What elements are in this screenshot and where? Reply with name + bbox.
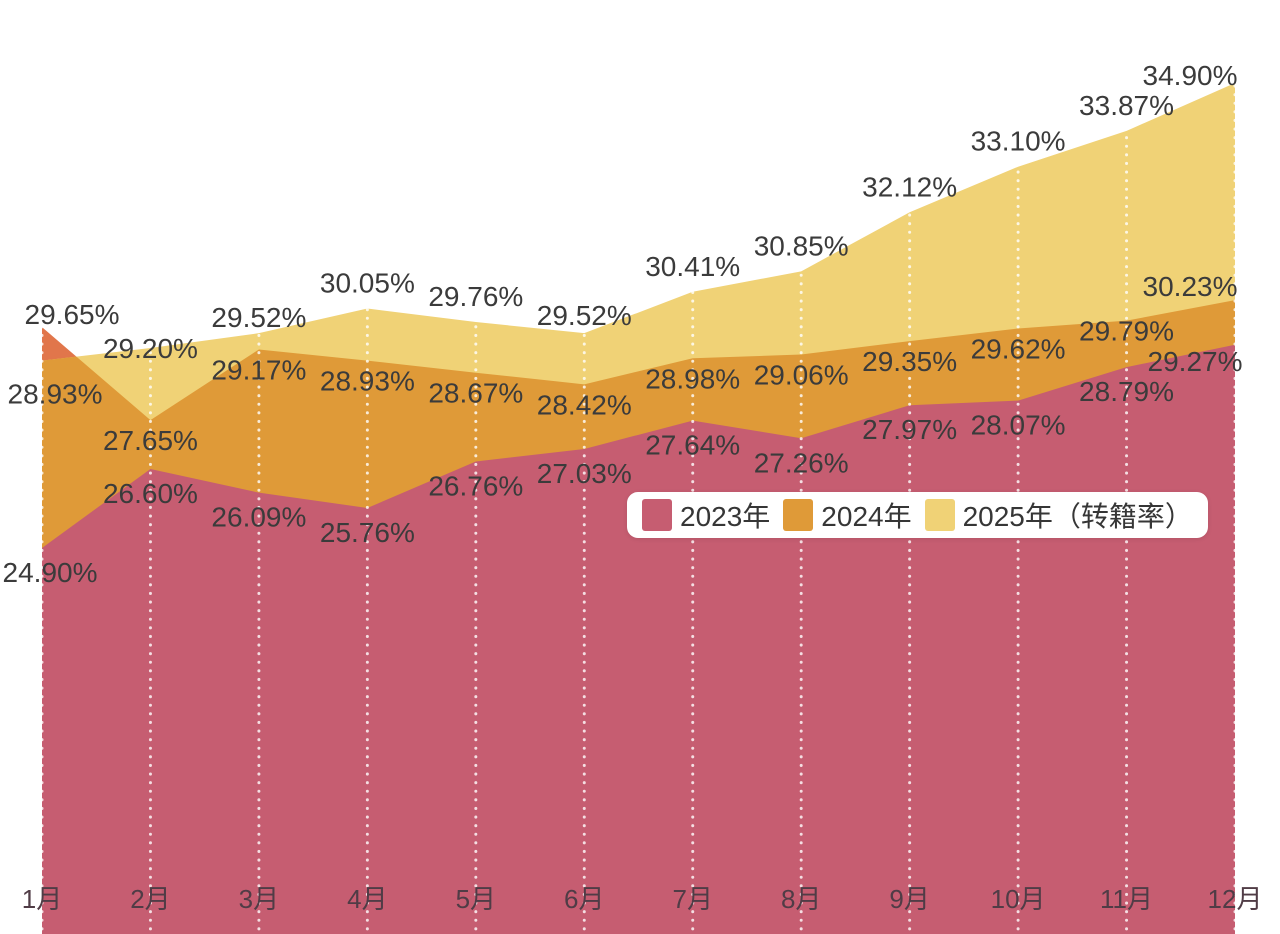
value-label-2024年-9月: 29.35%: [862, 346, 957, 377]
value-label-2023年-12月: 29.27%: [1148, 346, 1243, 377]
value-label-2023年-3月: 26.09%: [211, 502, 306, 533]
x-axis-label-5月: 5月: [456, 884, 496, 914]
value-label-2025年-1月: 28.93%: [8, 379, 103, 410]
x-axis-label-2月: 2月: [130, 884, 170, 914]
value-label-2025年-11月: 33.87%: [1079, 90, 1174, 121]
value-label-2025年-10月: 33.10%: [971, 126, 1066, 157]
value-label-2024年-10月: 29.62%: [971, 334, 1066, 365]
legend-label-2023: 2023年: [680, 501, 771, 532]
gridlines: [40, 0, 1237, 934]
value-label-2023年-10月: 28.07%: [971, 410, 1066, 441]
x-axis-label-6月: 6月: [564, 884, 604, 914]
value-label-2024年-6月: 28.42%: [537, 389, 632, 420]
value-label-2024年-12月: 30.23%: [1143, 271, 1238, 302]
value-label-2024年-8月: 29.06%: [754, 360, 849, 391]
value-label-2025年-4月: 30.05%: [320, 268, 415, 299]
value-label-2024年-1月: 29.65%: [25, 299, 120, 330]
x-axis-label-4月: 4月: [347, 884, 387, 914]
value-label-2025年-12月: 34.90%: [1143, 60, 1238, 91]
value-label-2025年-7月: 30.41%: [645, 251, 740, 282]
value-label-2023年-11月: 28.79%: [1079, 376, 1174, 407]
value-label-2025年-6月: 29.52%: [537, 300, 632, 331]
chart-legend: 2023年 2024年 2025年（转籍率）: [627, 492, 1208, 538]
value-label-2023年-9月: 27.97%: [862, 414, 957, 445]
x-axis-label-9月: 9月: [889, 884, 929, 914]
value-label-2024年-4月: 28.93%: [320, 366, 415, 397]
value-label-2025年-5月: 29.76%: [428, 281, 523, 312]
x-axis-label-1月: 1月: [22, 884, 62, 914]
x-axis-label-7月: 7月: [672, 884, 712, 914]
value-label-2023年-2月: 26.60%: [103, 478, 198, 509]
value-label-2023年-8月: 27.26%: [754, 447, 849, 478]
value-label-2024年-3月: 29.17%: [211, 354, 306, 385]
value-label-2023年-5月: 26.76%: [428, 471, 523, 502]
legend-label-2024: 2024年: [821, 501, 912, 532]
value-label-2023年-4月: 25.76%: [320, 517, 415, 548]
legend-item-2023[interactable]: 2023年: [642, 495, 770, 535]
value-label-2024年-5月: 28.67%: [428, 378, 523, 409]
value-label-2025年-3月: 29.52%: [211, 302, 306, 333]
value-label-2024年-7月: 28.98%: [645, 363, 740, 394]
value-label-2024年-11月: 29.79%: [1079, 316, 1174, 347]
value-label-2025年-8月: 30.85%: [754, 230, 849, 261]
legend-swatch-2024: [783, 499, 814, 531]
x-axis-label-10月: 10月: [991, 884, 1046, 914]
legend-item-2024[interactable]: 2024年: [783, 495, 912, 535]
x-axis-label-3月: 3月: [239, 884, 279, 914]
value-labels: 24.90% 26.60% 26.09% 25.76% 26.76% 27.03% 27.6…: [3, 60, 1243, 588]
legend-label-2025: 2025年（转籍率）: [962, 501, 1193, 532]
legend-swatch-2025: [924, 499, 955, 531]
value-label-2023年-7月: 27.64%: [645, 430, 740, 461]
legend-swatch-2023: [642, 499, 672, 531]
legend-item-2025[interactable]: 2025年（转籍率）: [924, 495, 1193, 535]
x-axis-label-11月: 11月: [1100, 884, 1153, 914]
value-label-2024年-2月: 27.65%: [103, 425, 198, 456]
value-label-2023年-1月: 24.90%: [3, 557, 98, 588]
value-label-2023年-6月: 27.03%: [537, 458, 632, 489]
value-label-2025年-2月: 29.20%: [103, 333, 198, 364]
x-axis-label-12月: 12月: [1208, 884, 1263, 914]
value-label-2025年-9月: 32.12%: [862, 171, 957, 202]
x-axis-label-8月: 8月: [781, 884, 821, 914]
x-axis-labels: 1月 2月 3月 4月 5月 6月 7月 8月 9月 10月 11月 12月: [22, 884, 1263, 914]
